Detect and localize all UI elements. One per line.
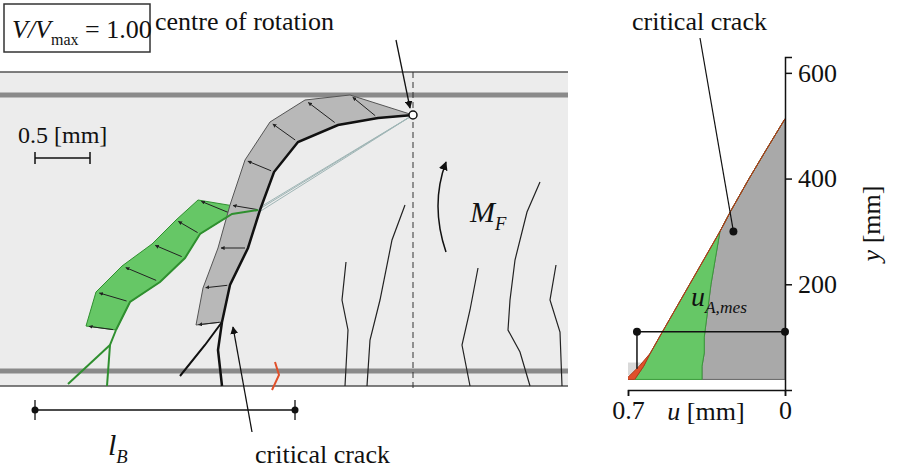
moment-label-subscript: F	[494, 213, 507, 234]
opening-arrow	[201, 201, 228, 212]
tick: 0.7	[612, 390, 645, 425]
beam-edge	[0, 385, 568, 387]
tick: 0	[779, 390, 792, 425]
scale-bar-end	[34, 152, 36, 164]
axis-line	[786, 58, 793, 391]
y-axis-title-symbol: y	[857, 249, 886, 264]
tick-label: 200	[798, 270, 837, 299]
crack	[342, 262, 348, 386]
length-dimension-dot	[32, 407, 39, 414]
moment-arrow	[438, 162, 446, 252]
tick-mark	[628, 390, 630, 396]
moment-label: MF	[469, 195, 507, 234]
opening-arrow	[308, 103, 334, 123]
measure-label-subscript: A,mes	[704, 298, 747, 317]
load-ratio-value: = 1.00	[79, 15, 152, 44]
measure-line	[637, 331, 785, 333]
load-ratio-symbol: V/V	[12, 15, 54, 44]
x-axis-title: u [mm]	[667, 397, 744, 426]
beam-body	[0, 72, 568, 386]
crack-label: critical crack	[255, 440, 390, 469]
opening-arrow	[221, 248, 245, 249]
measure	[633, 328, 789, 369]
centre-of-rotation	[409, 111, 417, 119]
crack	[550, 265, 562, 386]
scale-bar	[35, 157, 90, 159]
opening-arrow	[199, 322, 220, 324]
tick-label: 0	[779, 396, 792, 425]
crack-opening-critical	[196, 95, 413, 325]
tick-label: 0.7	[612, 396, 645, 425]
opening-arrow	[99, 293, 126, 301]
annotation-label: critical crack	[632, 7, 767, 36]
crack-green	[68, 345, 110, 384]
opening-arrow	[233, 206, 257, 210]
critical-crack	[218, 322, 222, 386]
x-axis-title-unit: [mm]	[680, 397, 744, 426]
opening-arrow	[353, 97, 375, 115]
y-axis: 200 400 600	[785, 58, 837, 391]
annotation-leader	[700, 38, 733, 231]
annotation-dot	[729, 227, 737, 235]
tick-label: 600	[798, 59, 837, 88]
opening-arrow	[155, 245, 181, 256]
beam-edge	[0, 71, 568, 73]
measure-base	[636, 332, 638, 369]
crack-green	[107, 330, 116, 386]
load-ratio-subscript: max	[51, 31, 79, 48]
opening-arrow	[126, 268, 156, 281]
opening-arrow	[89, 326, 113, 329]
crack	[180, 322, 222, 376]
tick: 200	[785, 270, 837, 299]
opening-arrow	[273, 124, 295, 140]
centre-label: centre of rotation	[155, 7, 334, 36]
scale-bar-end	[89, 152, 91, 164]
load-ratio: V/Vmax = 1.00	[12, 15, 152, 48]
tick-mark	[785, 284, 792, 286]
scale-label: 0.5 [mm]	[18, 122, 107, 148]
tick: 400	[785, 164, 837, 193]
tick: 600	[785, 59, 837, 88]
y-axis-title-unit: [mm]	[857, 186, 886, 250]
x-axis: 0.70	[612, 390, 792, 425]
crack	[508, 182, 540, 386]
crack-red	[272, 362, 279, 390]
centre-arrow	[396, 40, 410, 108]
length-label: lB	[108, 428, 128, 467]
crack	[367, 205, 405, 386]
opening-arrow	[206, 285, 228, 287]
length-label-subscript: B	[116, 446, 127, 467]
opening-profile	[628, 119, 785, 380]
crack-green	[116, 210, 258, 330]
figure: V/Vmax = 1.00centre of rotation 0.5 [mm] M…	[0, 0, 900, 471]
y-axis-title: y [mm]	[857, 186, 886, 265]
moment-label-symbol: M	[469, 195, 497, 228]
tick-label: 400	[798, 164, 837, 193]
length-label-symbol: l	[108, 428, 116, 461]
measure-label-symbol: u	[691, 281, 705, 312]
tick-mark	[785, 73, 792, 75]
opening-arrow	[248, 161, 271, 171]
beam	[0, 72, 568, 390]
axis-line	[629, 391, 786, 397]
plot-area	[628, 119, 785, 380]
reinforcement	[0, 93, 568, 98]
measure-dot	[633, 328, 641, 336]
tick-mark	[785, 178, 792, 180]
x-axis-title-symbol: u	[667, 397, 680, 426]
crack-label-arrow	[233, 327, 252, 432]
length-dimension	[35, 409, 295, 410]
measure-label: uA,mes	[691, 281, 747, 317]
crack	[462, 268, 478, 386]
critical-crack	[222, 115, 413, 322]
opening-arrow	[178, 221, 197, 232]
length-dimension-dot	[292, 407, 299, 414]
